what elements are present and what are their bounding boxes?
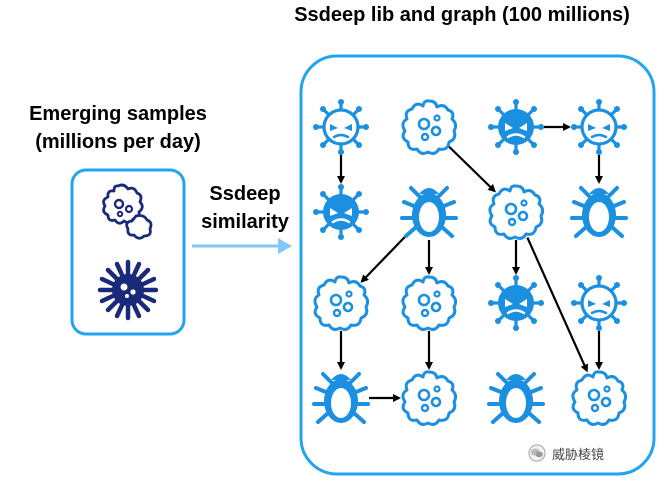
connector-label-line2: similarity [201,211,289,233]
virus-face-outline-icon [313,99,369,155]
sample-star-icon [100,262,156,318]
graph-edges [337,123,603,402]
diagram-title: Ssdeep lib and graph (100 millions) [294,4,630,26]
input-samples-box [70,168,186,336]
blob-dots-outline-icon [571,370,628,426]
virus-face-filled-icon [488,99,544,155]
blob-dots-outline-icon [401,370,458,426]
graph-container [299,54,656,476]
virus-face-outline-icon [571,275,627,331]
blob-dots-outline-icon [488,184,545,240]
input-label-line1: Emerging samples [29,103,207,125]
virus-face-outline-icon [571,99,627,155]
blob-dots-outline-icon [313,275,370,331]
connector-label-line1: Ssdeep [209,183,281,205]
graph-edge [360,231,411,283]
virus-face-filled-icon [488,275,544,331]
watermark: 威胁棱镜 [524,442,609,464]
input-label-line2: (millions per day) [35,131,201,153]
virus-face-filled-icon [313,184,369,240]
graph-edge [448,145,496,193]
blob-dots-outline-icon [401,99,458,155]
graph-edge [526,237,589,373]
watermark-text: 威胁棱镜 [552,446,605,462]
input-label: Emerging samples (millions per day) [8,100,228,156]
connector-label: Ssdeep similarity [192,180,298,236]
blob-dots-outline-icon [401,275,458,331]
wechat-icon [528,444,546,462]
